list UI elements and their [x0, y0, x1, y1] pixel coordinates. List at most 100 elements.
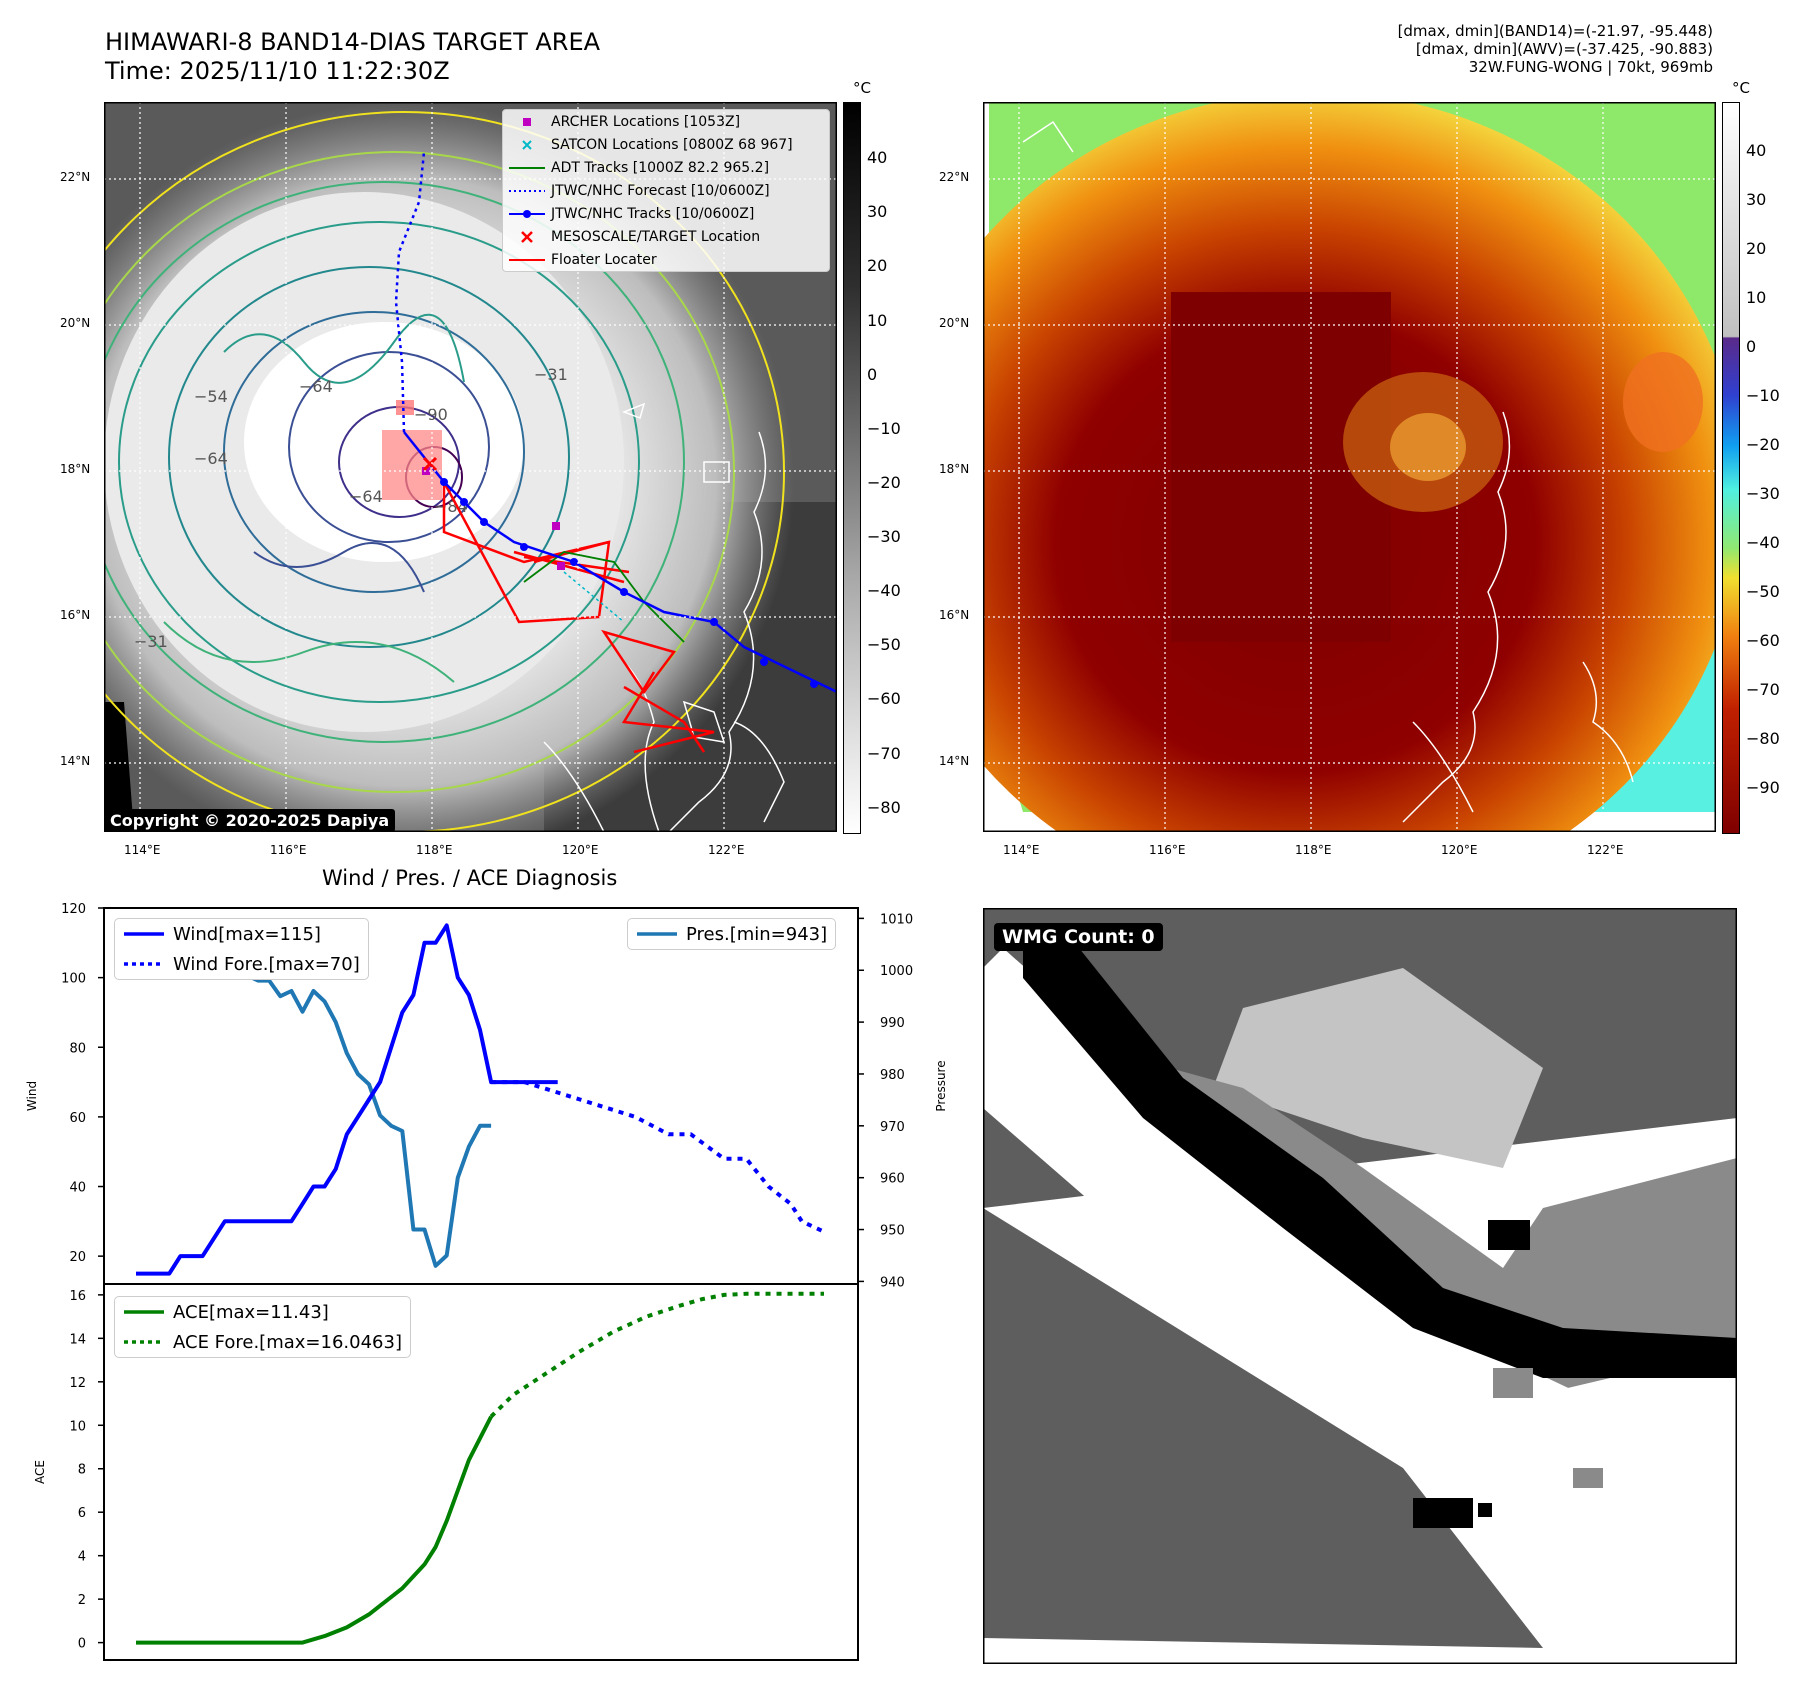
colorbar-tick: 0: [1746, 337, 1757, 356]
pressure-tick-label: 1000: [880, 964, 913, 979]
contour-label: −64: [299, 377, 333, 396]
lat-label: 20°N: [939, 316, 970, 330]
info-line2: [dmax, dmin](AWV)=(-37.425, -90.883): [1415, 40, 1713, 58]
colorbar-tick: −50: [1746, 582, 1780, 601]
lon-label: 120°E: [562, 843, 599, 857]
colorbar-tick: 30: [1746, 190, 1767, 209]
lat-label: 22°N: [939, 170, 970, 184]
colorbar-tick: −30: [867, 527, 901, 546]
colorbar-tick: 40: [867, 148, 888, 167]
legend-item-archer: ARCHER Locations [1053Z]: [503, 110, 829, 133]
wind-legend: Wind[max=115] Wind Fore.[max=70]: [114, 918, 369, 980]
colorbar-unit: °C: [1732, 79, 1750, 97]
map-legend: ARCHER Locations [1053Z] SATCON Location…: [502, 109, 830, 272]
colorbar-tick: 30: [867, 202, 888, 221]
wind-tick-label: 20: [69, 1250, 86, 1265]
legend-item-pressure: Pres.[min=943]: [637, 923, 828, 945]
wmg-count-label: WMG Count: 0: [994, 923, 1163, 951]
wind-axis-label: Wind: [25, 1081, 39, 1111]
ace-tick-label: 10: [69, 1419, 86, 1434]
legend-item-ace: ACE[max=11.43]: [124, 1301, 329, 1323]
ace-legend: ACE[max=11.43] ACE Fore.[max=16.0463]: [114, 1296, 411, 1358]
legend-item-jtwc-tracks: JTWC/NHC Tracks [10/0600Z]: [503, 202, 829, 225]
legend-item-jtwc-forecast: JTWC/NHC Forecast [10/0600Z]: [509, 182, 770, 199]
colorbar-tick: −40: [1746, 533, 1780, 552]
lon-label: 118°E: [416, 843, 453, 857]
wind-series-line: [136, 923, 558, 1276]
ace-forecast-line: [489, 1291, 824, 1419]
colorbar-band14: [843, 102, 861, 834]
wmg-panel[interactable]: [983, 908, 1737, 1664]
contour-label: −64: [194, 449, 228, 468]
wmg-cell: [1413, 1498, 1473, 1528]
legend-item-wind-forecast: Wind Fore.[max=70]: [124, 953, 360, 975]
pressure-tick-label: 980: [880, 1068, 905, 1083]
wind-tick-label: 40: [69, 1181, 86, 1196]
wmg-cell: [1493, 1368, 1533, 1398]
colorbar-tick: −10: [1746, 386, 1780, 405]
lat-label: 22°N: [60, 170, 91, 184]
colorbar-tick: −90: [1746, 778, 1780, 797]
wind-tick-label: 60: [69, 1111, 86, 1126]
target-marker: [422, 456, 438, 472]
lon-label: 116°E: [1149, 843, 1186, 857]
pressure-tick-label: 940: [880, 1275, 905, 1290]
contour-label: −64: [349, 487, 383, 506]
wmg-region: [983, 948, 1737, 1528]
wmg-region: [1213, 968, 1543, 1168]
colorbar-tick: 20: [1746, 239, 1767, 258]
wmg-cell: [1478, 1503, 1492, 1517]
colorbar-tick: −20: [867, 473, 901, 492]
colorbar-tick: −50: [867, 635, 901, 654]
info-line1: [dmax, dmin](BAND14)=(-21.97, -95.448): [1397, 22, 1713, 40]
legend-item-wind: Wind[max=115]: [124, 923, 321, 945]
wmg-cell: [1488, 1220, 1530, 1250]
colorbar-tick: 20: [867, 256, 888, 275]
diagnosis-title: Wind / Pres. / ACE Diagnosis: [322, 866, 618, 890]
map-panel-awv[interactable]: [983, 102, 1716, 832]
lon-label: 116°E: [270, 843, 307, 857]
panel-frame: [983, 908, 1737, 1664]
lon-label: 114°E: [124, 843, 161, 857]
ace-tick-label: 6: [78, 1506, 86, 1521]
lon-label: 120°E: [1441, 843, 1478, 857]
diagnosis-chart[interactable]: 2040608010012094095096097098099010001010…: [0, 890, 960, 1680]
coastlines: [543, 402, 785, 832]
colorbar-tick: −10: [867, 419, 901, 438]
ace-tick-label: 12: [69, 1376, 86, 1391]
info-line3: 32W.FUNG-WONG | 70kt, 969mb: [1468, 58, 1713, 76]
legend-item-satcon: SATCON Locations [0800Z 68 967]: [503, 133, 829, 156]
legend-item-adt: ADT Tracks [1000Z 82.2 965.2]: [509, 159, 770, 176]
colorbar-tick: −40: [867, 581, 901, 600]
lat-label: 14°N: [939, 754, 970, 768]
wmg-region: [983, 1208, 1543, 1648]
contour-label: −54: [194, 387, 228, 406]
wmg-region: [1313, 1358, 1737, 1558]
panel-frame: [983, 102, 1716, 832]
contour-label: −31: [134, 632, 168, 651]
contour-label: −90: [414, 405, 448, 424]
colorbar-unit: °C: [853, 79, 871, 97]
colorbar-tick: −30: [1746, 484, 1780, 503]
legend-item-floater: Floater Locater: [509, 251, 657, 268]
eye-region: [1390, 413, 1466, 481]
colorbar-tick: −80: [1746, 729, 1780, 748]
contour-label: −31: [534, 365, 568, 384]
wind-tick-label: 120: [61, 902, 86, 917]
ace-series-line: [136, 1415, 493, 1645]
map-edge: [104, 702, 134, 832]
convection-cell: [1623, 352, 1703, 452]
lon-label: 114°E: [1003, 843, 1040, 857]
lat-label: 14°N: [60, 754, 91, 768]
colorbar-tick: −20: [1746, 435, 1780, 454]
colorbar-tick: 0: [867, 365, 878, 384]
legend-item-mesoscale: MESOSCALE/TARGET Location: [503, 225, 829, 248]
coastlines: [1022, 120, 1634, 823]
lon-label: 122°E: [1587, 843, 1624, 857]
gridlines: [983, 102, 1716, 832]
pressure-tick-label: 990: [880, 1016, 905, 1031]
ace-axes-frame: [103, 1283, 859, 1661]
colorbar-tick: 10: [1746, 288, 1767, 307]
copyright-label: Copyright © 2020-2025 Dapiya: [104, 809, 396, 832]
pressure-tick-label: 950: [880, 1224, 905, 1239]
